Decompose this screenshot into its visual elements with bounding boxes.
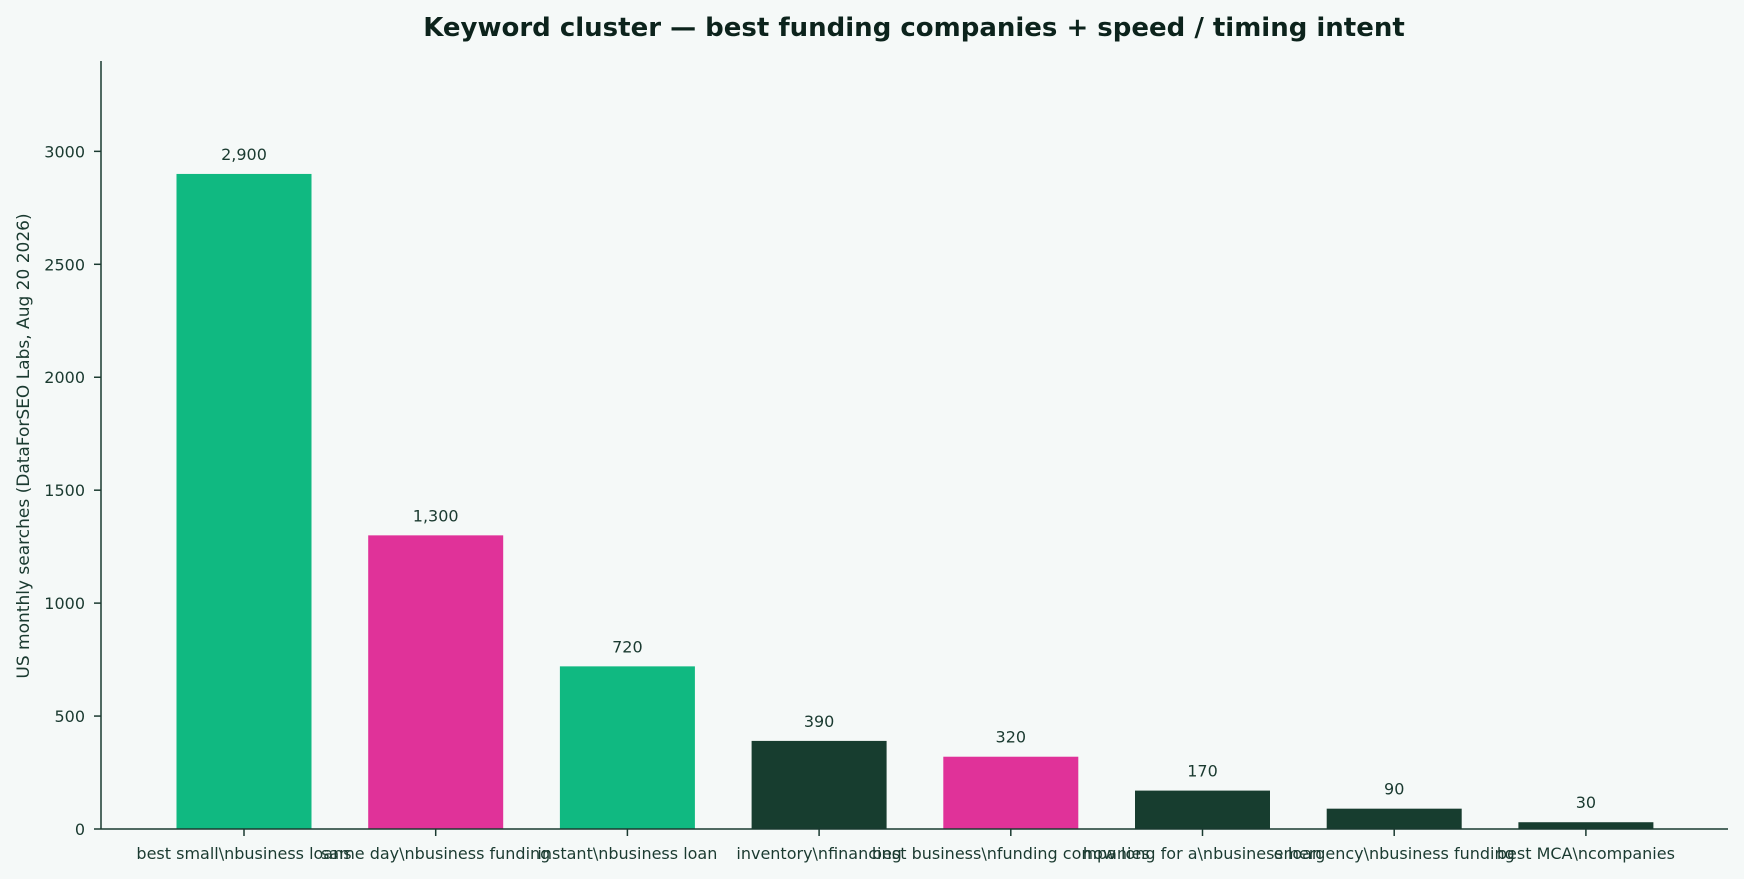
bar <box>943 756 1079 829</box>
bar-value-label: 2,900 <box>221 145 267 164</box>
x-tick-label: best business\nfunding companies <box>872 844 1150 863</box>
x-tick-label: same day\nbusiness funding <box>321 844 550 863</box>
bar-value-label: 170 <box>1187 762 1218 781</box>
bar <box>176 173 312 830</box>
y-axis-label: US monthly searches (DataForSEO Labs, Au… <box>14 213 34 678</box>
y-tick-label: 2500 <box>44 255 85 274</box>
bar-value-label: 320 <box>996 728 1027 747</box>
y-tick-label: 1000 <box>44 594 85 613</box>
bars <box>176 173 1654 830</box>
chart-title: Keyword cluster — best funding companies… <box>423 13 1405 43</box>
y-tick-label: 0 <box>75 820 85 839</box>
bar-value-label: 390 <box>804 712 835 731</box>
x-tick-label: emergency\nbusiness funding <box>1274 844 1515 863</box>
x-tick-label: how long for a\nbusiness loan <box>1083 844 1322 863</box>
bar <box>368 535 504 829</box>
x-tick-label: instant\nbusiness loan <box>537 844 717 863</box>
bar-value-label: 1,300 <box>413 506 459 525</box>
bar <box>559 666 695 829</box>
bar-value-label: 90 <box>1384 780 1404 799</box>
bar <box>751 740 887 829</box>
y-axis-label-group: US monthly searches (DataForSEO Labs, Au… <box>14 213 34 678</box>
y-tick-label: 1500 <box>44 481 85 500</box>
y-tick-label: 500 <box>54 707 85 726</box>
bar-value-label: 720 <box>612 637 643 656</box>
y-axis-ticks: 0 500 1000 1500 2000 2500 3000 <box>44 142 101 839</box>
y-tick-label: 3000 <box>44 142 85 161</box>
bar <box>1326 808 1462 829</box>
x-tick-label: inventory\nfinancing <box>736 844 901 863</box>
bar-value-label: 30 <box>1576 793 1596 812</box>
bar-value-labels: 2,900 1,300 720 390 320 170 90 30 <box>221 145 1596 812</box>
y-tick-label: 2000 <box>44 368 85 387</box>
bar <box>1135 790 1270 829</box>
x-tick-label: best MCA\ncompanies <box>1497 844 1675 863</box>
x-tick-label: best small\nbusiness loans <box>136 844 351 863</box>
bar <box>1518 822 1654 829</box>
